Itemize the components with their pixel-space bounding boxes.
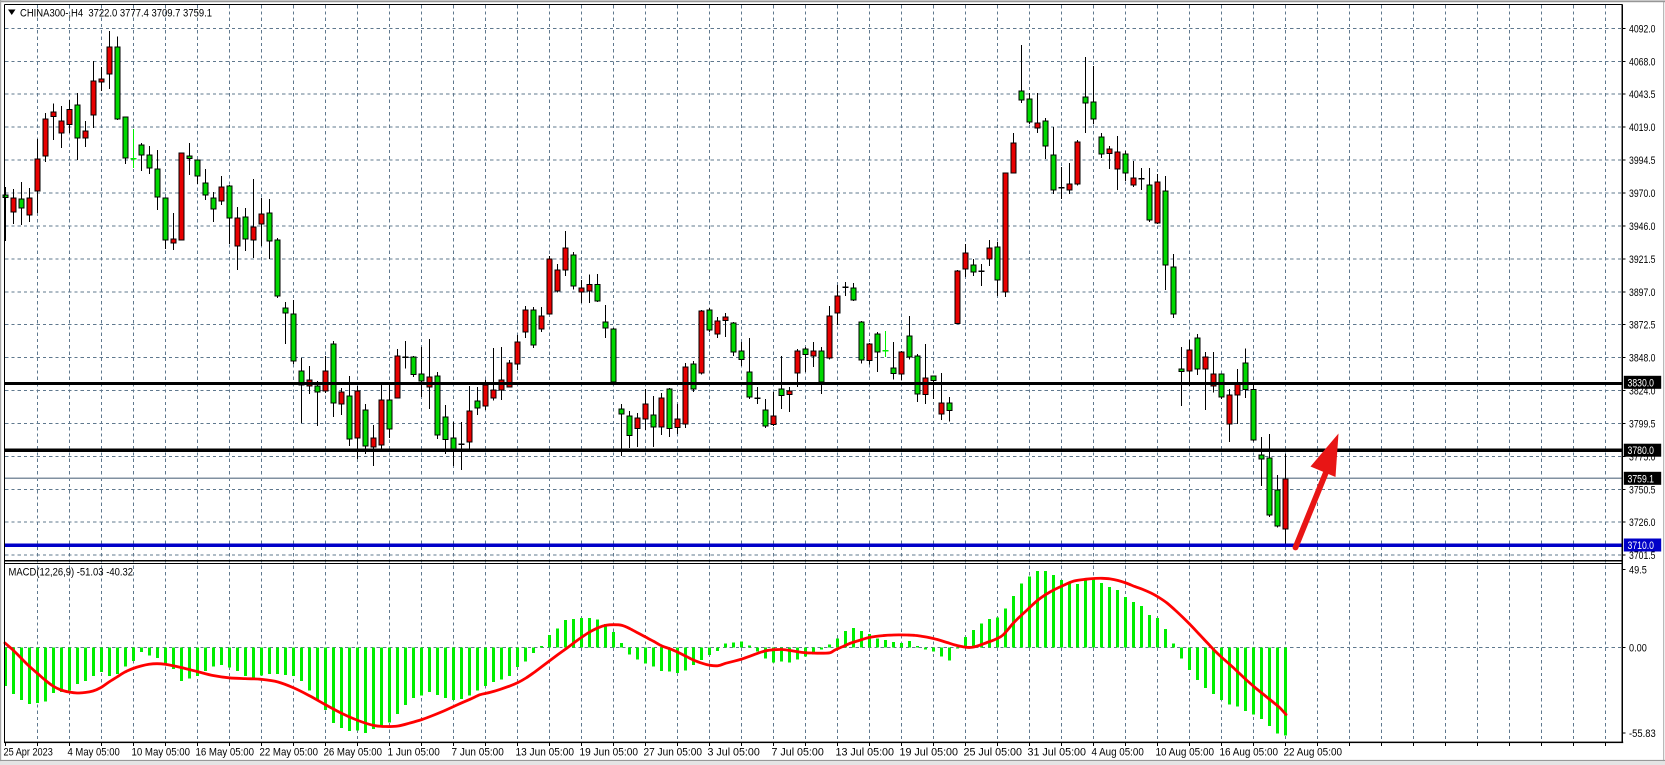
svg-text:22 May 05:00: 22 May 05:00 bbox=[260, 747, 319, 759]
svg-text:3830.0: 3830.0 bbox=[1628, 377, 1655, 389]
svg-text:16 May 05:00: 16 May 05:00 bbox=[196, 747, 255, 759]
svg-text:7 Jul 05:00: 7 Jul 05:00 bbox=[772, 747, 824, 759]
svg-text:31 Jul 05:00: 31 Jul 05:00 bbox=[1028, 747, 1087, 759]
svg-text:-55.83: -55.83 bbox=[1629, 728, 1656, 740]
svg-text:3701.5: 3701.5 bbox=[1629, 550, 1656, 562]
svg-text:3726.0: 3726.0 bbox=[1629, 517, 1656, 529]
svg-text:4 Aug 05:00: 4 Aug 05:00 bbox=[1092, 747, 1144, 759]
svg-text:7 Jun 05:00: 7 Jun 05:00 bbox=[452, 747, 504, 759]
svg-text:1 Jun 05:00: 1 Jun 05:00 bbox=[388, 747, 440, 759]
svg-text:27 Jun 05:00: 27 Jun 05:00 bbox=[644, 747, 703, 759]
svg-text:MACD(12,26,9) -51.03 -40.32: MACD(12,26,9) -51.03 -40.32 bbox=[9, 567, 134, 579]
svg-text:3759.1: 3759.1 bbox=[1628, 473, 1655, 485]
svg-text:19 Jul 05:00: 19 Jul 05:00 bbox=[900, 747, 959, 759]
svg-text:4043.5: 4043.5 bbox=[1629, 89, 1656, 101]
svg-text:4092.0: 4092.0 bbox=[1629, 23, 1656, 35]
svg-text:3994.5: 3994.5 bbox=[1629, 155, 1656, 167]
svg-text:25 Apr 2023: 25 Apr 2023 bbox=[4, 747, 53, 759]
svg-text:25 Jul 05:00: 25 Jul 05:00 bbox=[964, 747, 1023, 759]
svg-text:26 May 05:00: 26 May 05:00 bbox=[324, 747, 383, 759]
svg-text:3872.5: 3872.5 bbox=[1629, 320, 1656, 332]
svg-text:19 Jun 05:00: 19 Jun 05:00 bbox=[580, 747, 639, 759]
svg-text:3946.0: 3946.0 bbox=[1629, 221, 1656, 233]
svg-text:4068.0: 4068.0 bbox=[1629, 56, 1656, 68]
svg-text:4 May 05:00: 4 May 05:00 bbox=[68, 747, 120, 759]
svg-text:3780.0: 3780.0 bbox=[1628, 445, 1655, 457]
svg-text:10 May 05:00: 10 May 05:00 bbox=[132, 747, 191, 759]
svg-text:3970.0: 3970.0 bbox=[1629, 188, 1656, 200]
svg-text:49.5: 49.5 bbox=[1629, 565, 1647, 577]
svg-text:10 Aug 05:00: 10 Aug 05:00 bbox=[1156, 747, 1215, 759]
svg-text:16 Aug 05:00: 16 Aug 05:00 bbox=[1220, 747, 1279, 759]
svg-text:3 Jul 05:00: 3 Jul 05:00 bbox=[708, 747, 760, 759]
svg-text:CHINA300-,H4 3722.0 3777.4 37: CHINA300-,H4 3722.0 3777.4 3709.7 3759.1 bbox=[20, 8, 212, 20]
svg-text:4019.0: 4019.0 bbox=[1629, 122, 1656, 134]
svg-text:0.00: 0.00 bbox=[1629, 642, 1647, 654]
svg-text:3799.5: 3799.5 bbox=[1629, 418, 1656, 430]
svg-text:13 Jun 05:00: 13 Jun 05:00 bbox=[516, 747, 575, 759]
svg-text:3921.5: 3921.5 bbox=[1629, 254, 1656, 266]
svg-text:3897.0: 3897.0 bbox=[1629, 287, 1656, 299]
svg-text:3848.0: 3848.0 bbox=[1629, 353, 1656, 365]
svg-text:3750.5: 3750.5 bbox=[1629, 484, 1656, 496]
svg-text:22 Aug 05:00: 22 Aug 05:00 bbox=[1284, 747, 1343, 759]
svg-text:3710.0: 3710.0 bbox=[1628, 540, 1655, 552]
svg-text:13 Jul 05:00: 13 Jul 05:00 bbox=[836, 747, 895, 759]
